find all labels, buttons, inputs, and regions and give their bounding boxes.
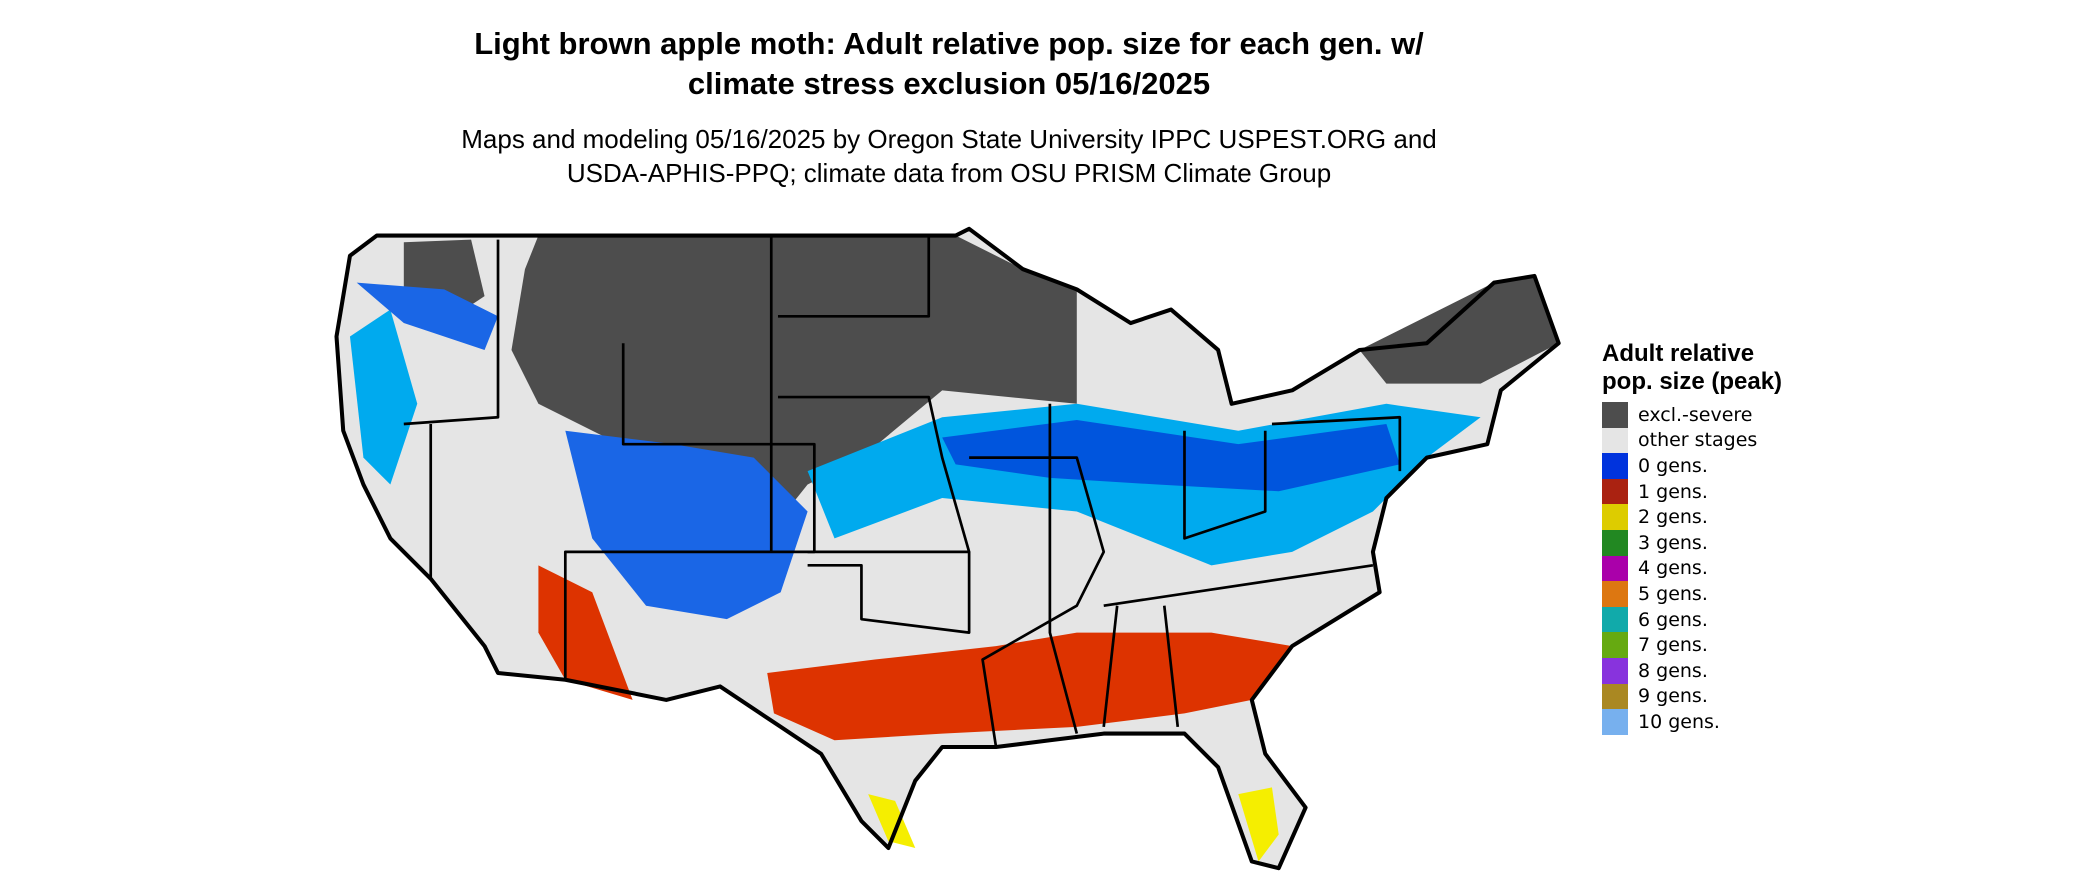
legend-label: 3 gens. <box>1638 531 1708 554</box>
legend-swatch <box>1602 606 1628 633</box>
legend-swatch <box>1602 504 1628 530</box>
one-gen-region <box>767 632 1293 741</box>
legend-label: 0 gens. <box>1638 454 1708 477</box>
legend-item: 0 gens. <box>1602 453 1792 479</box>
legend-item: excl.-severe <box>1602 402 1792 428</box>
legend-label: 4 gens. <box>1638 557 1708 580</box>
zero-gen-region <box>349 309 418 485</box>
excluded-region <box>1359 275 1559 384</box>
zero-gen-region <box>942 419 1400 492</box>
legend-label: 5 gens. <box>1638 582 1708 605</box>
legend-swatch <box>1602 402 1628 428</box>
legend-title: Adult relative pop. size (peak) <box>1602 340 1783 395</box>
legend-item: 10 gens. <box>1602 709 1792 735</box>
us-border <box>334 226 1561 871</box>
legend-swatch <box>1602 478 1628 505</box>
legend-item: other stages <box>1602 427 1792 454</box>
legend-swatch <box>1602 453 1628 479</box>
one-gen-region <box>538 565 633 700</box>
legend-item: 5 gens. <box>1602 581 1792 607</box>
legend-item: 1 gens. <box>1602 478 1792 505</box>
two-gen-region <box>868 794 916 848</box>
legend-swatch <box>1602 657 1628 684</box>
zero-gen-region <box>565 430 808 620</box>
legend-swatch <box>1602 683 1628 710</box>
legend-item: 6 gens. <box>1602 606 1792 633</box>
legend-label: 2 gens. <box>1638 506 1708 529</box>
legend-swatch <box>1602 632 1628 658</box>
legend-item: 4 gens. <box>1602 555 1792 582</box>
legend-label: 7 gens. <box>1638 634 1708 657</box>
legend-label: other stages <box>1638 429 1758 452</box>
legend-swatch <box>1602 555 1628 582</box>
subtitle: Maps and modeling 05/16/2025 by Oregon S… <box>461 124 1437 188</box>
state-lines <box>403 235 1402 748</box>
legend-item: 3 gens. <box>1602 529 1792 556</box>
legend-swatch <box>1602 581 1628 607</box>
legend-item: 7 gens. <box>1602 632 1792 658</box>
legend-item: 2 gens. <box>1602 504 1792 530</box>
legend-items: excl.-severe other stages 0 gens. 1 gens. 2 … <box>1602 402 1792 735</box>
legend: Adult relative pop. size (peak) excl.-se… <box>1602 340 1792 735</box>
legend-label: 6 gens. <box>1638 608 1708 631</box>
legend-label: excl.-severe <box>1638 403 1753 426</box>
legend-swatch <box>1602 427 1628 454</box>
legend-swatch <box>1602 709 1628 735</box>
title: Light brown apple moth: Adult relative p… <box>474 26 1424 101</box>
legend-item: 9 gens. <box>1602 683 1792 710</box>
map <box>334 226 1561 871</box>
zero-gen-region <box>356 282 499 350</box>
legend-label: 8 gens. <box>1638 659 1708 682</box>
two-gen-region <box>1238 787 1279 862</box>
legend-item: 8 gens. <box>1602 657 1792 684</box>
legend-label: 9 gens. <box>1638 685 1708 708</box>
legend-label: 1 gens. <box>1638 480 1708 503</box>
legend-swatch <box>1602 529 1628 556</box>
legend-label: 10 gens. <box>1638 710 1720 733</box>
